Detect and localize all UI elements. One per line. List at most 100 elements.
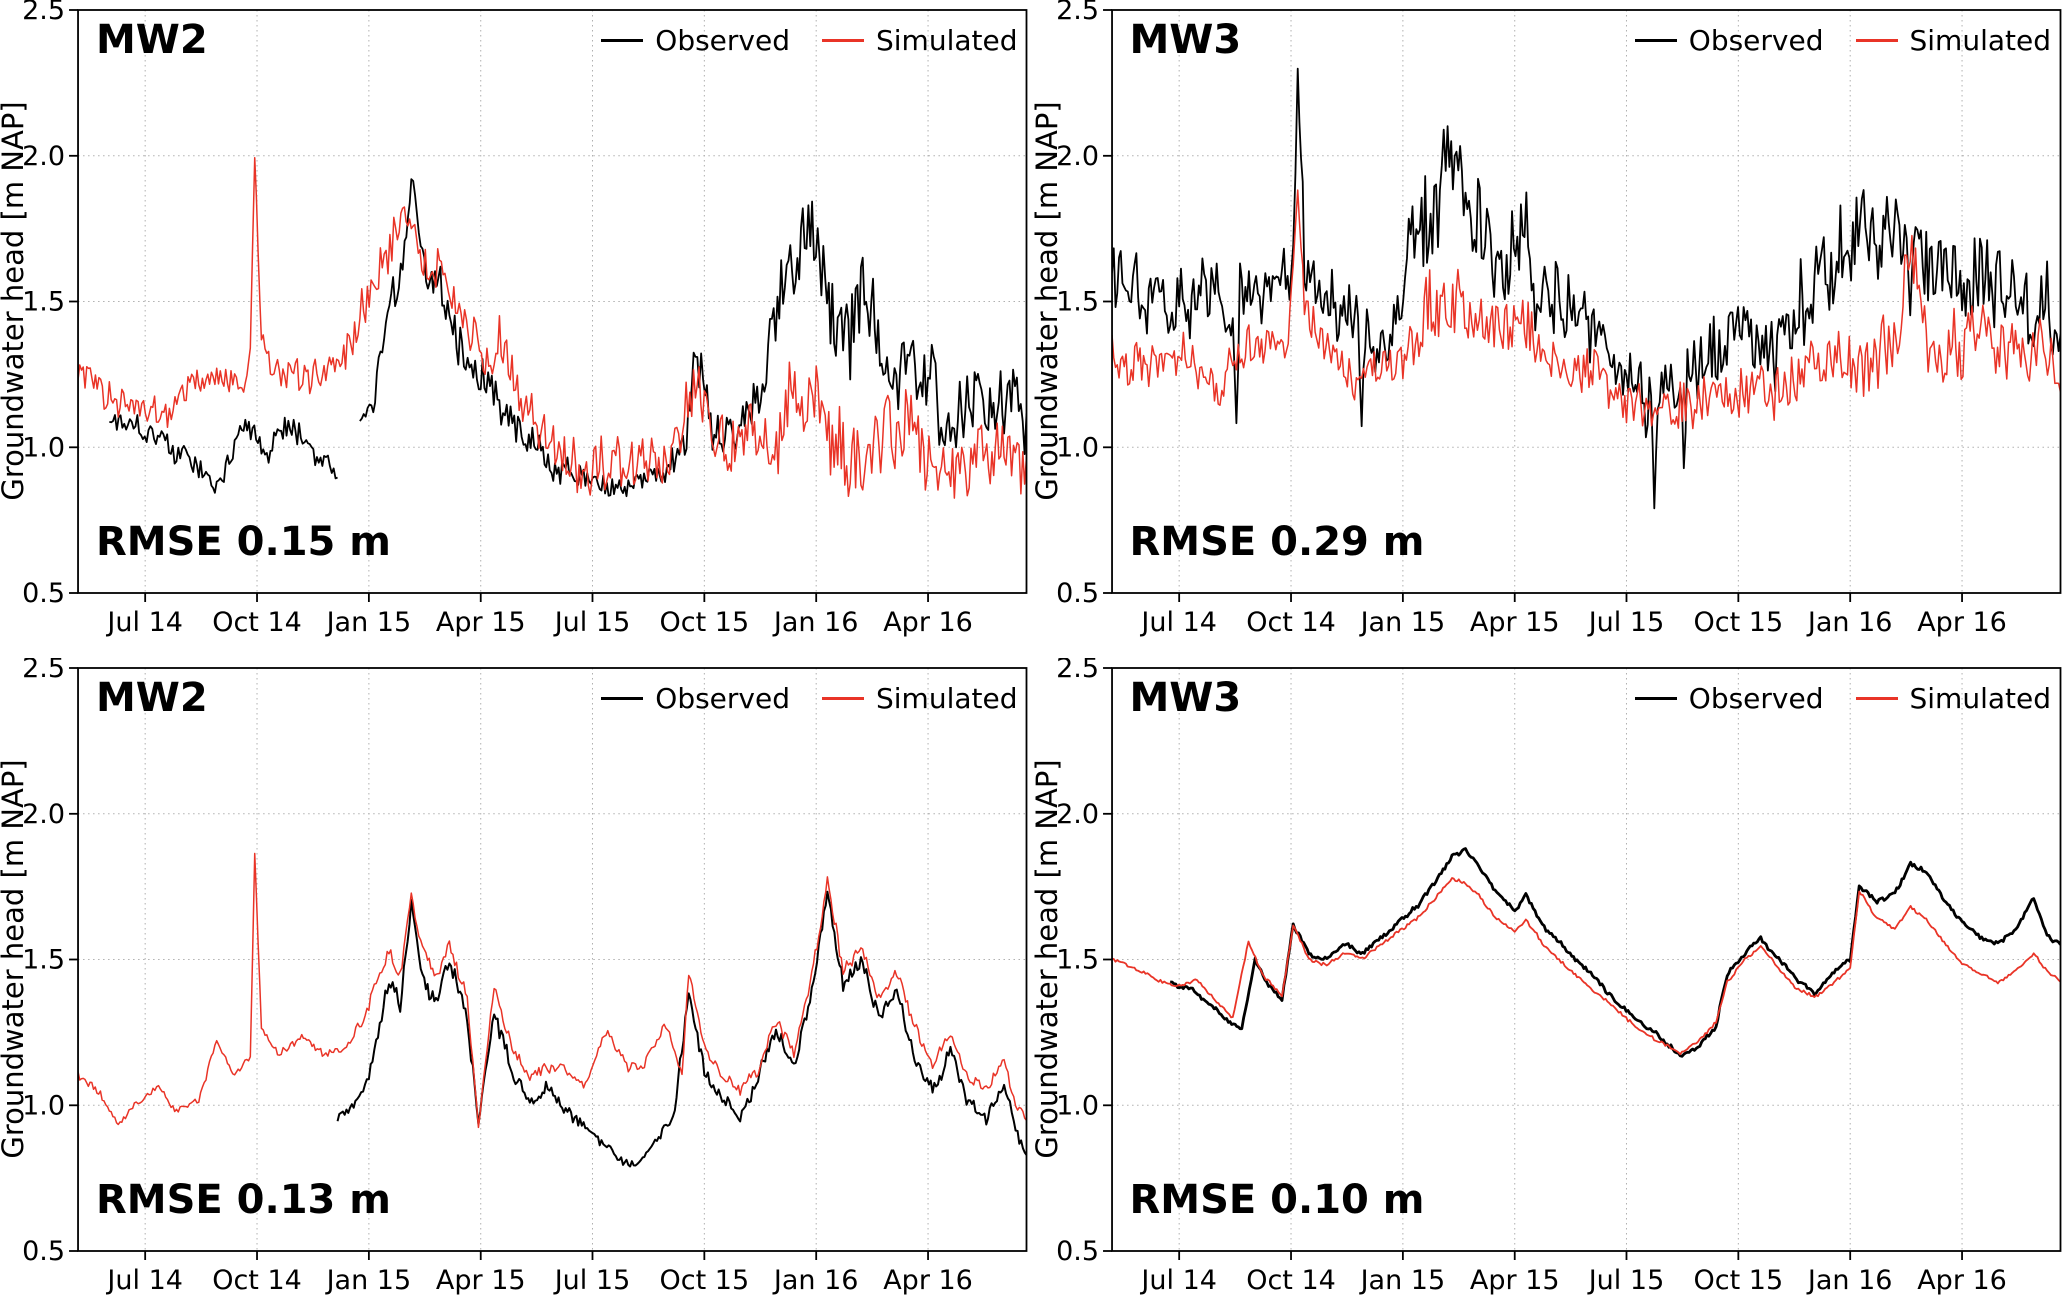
y-axis-label: Groundwater head [m NAP] <box>1033 101 1064 501</box>
x-tick-label: Oct 15 <box>660 607 750 638</box>
x-tick-label: Jul 15 <box>1586 607 1664 638</box>
series-line-simulated <box>78 156 1027 499</box>
simulated-line-swatch <box>822 697 864 700</box>
y-tick-label: 1.0 <box>22 432 65 463</box>
panel-mw2-bottom: Jul 14 Oct 14 Jan 15 Apr 15 Jul 15 Oct 15 Jan … <box>0 658 1034 1316</box>
y-tick-label: 0.5 <box>22 578 65 609</box>
legend-entry-simulated: Simulated <box>1855 24 2052 57</box>
x-tick-label: Oct 14 <box>212 1265 302 1296</box>
y-tick-label: 1.5 <box>22 287 65 318</box>
rmse-label: RMSE 0.29 m <box>1129 519 1425 565</box>
hydrograph-plot-mw2-top: Jul 14 Oct 14 Jan 15 Apr 15 Jul 15 Oct 15 Jan … <box>22 0 1028 638</box>
panel-mw2-top: Jul 14 Oct 14 Jan 15 Apr 15 Jul 15 Oct 15 Jan … <box>0 0 1034 658</box>
y-axis-label: Groundwater head [m NAP] <box>1033 759 1064 1159</box>
y-tick-label: 0.5 <box>1056 578 1099 609</box>
x-tick-label: Jan 16 <box>772 607 859 638</box>
x-tick-label: Oct 14 <box>1246 1265 1336 1296</box>
x-tick-label: Oct 14 <box>212 607 302 638</box>
x-tick-label: Apr 15 <box>1469 607 1559 638</box>
y-tick-label: 2.0 <box>22 799 65 830</box>
series-line-simulated <box>1111 877 2060 1056</box>
observed-line-swatch <box>601 39 644 42</box>
x-tick-label: Jul 14 <box>1139 607 1217 638</box>
x-tick-label: Apr 15 <box>436 607 526 638</box>
legend-entry-simulated: Simulated <box>822 682 1018 715</box>
legend-entry-simulated: Simulated <box>822 24 1018 57</box>
panel-mw3-bottom: Jul 14 Oct 14 Jan 15 Apr 15 Jul 15 Oct 15 Jan … <box>1034 658 2067 1316</box>
series-line-simulated <box>78 852 1027 1129</box>
x-tick-label: Jan 15 <box>325 607 412 638</box>
legend-simulated-label: Simulated <box>876 682 1018 715</box>
observed-line-swatch <box>1634 39 1677 42</box>
x-tick-label: Jul 15 <box>553 607 631 638</box>
x-tick-label: Jul 14 <box>105 607 183 638</box>
legend-entry-observed: Observed <box>1634 682 1824 715</box>
y-tick-label: 2.5 <box>1056 0 1099 26</box>
legend-simulated-label: Simulated <box>1909 682 2052 715</box>
hydrograph-plot-mw2-bottom: Jul 14 Oct 14 Jan 15 Apr 15 Jul 15 Oct 15 Jan … <box>22 658 1028 1296</box>
panel-title: MW3 <box>1129 675 1242 721</box>
series-line-observed <box>109 414 338 494</box>
x-tick-label: Apr 16 <box>1917 607 2007 638</box>
x-tick-label: Jan 15 <box>1358 607 1445 638</box>
panel-title: MW2 <box>96 675 208 721</box>
y-tick-label: 1.0 <box>22 1090 65 1121</box>
legend: Observed Simulated <box>1634 682 2052 715</box>
observed-line-swatch <box>1634 697 1677 700</box>
y-tick-label: 1.5 <box>22 945 65 976</box>
x-tick-label: Jan 16 <box>1805 607 1892 638</box>
legend-observed-label: Observed <box>1688 682 1824 715</box>
y-tick-label: 0.5 <box>22 1236 65 1267</box>
y-tick-label: 2.0 <box>1056 799 1099 830</box>
x-tick-label: Oct 15 <box>1693 1265 1783 1296</box>
y-tick-label: 2.5 <box>22 658 65 684</box>
x-tick-label: Oct 15 <box>660 1265 750 1296</box>
y-tick-label: 1.5 <box>1056 287 1099 318</box>
legend-simulated-label: Simulated <box>1909 24 2052 57</box>
legend-entry-observed: Observed <box>1634 24 1824 57</box>
x-tick-label: Apr 15 <box>1469 1265 1559 1296</box>
series-line-observed <box>336 890 1027 1168</box>
y-axis-label: Groundwater head [m NAP] <box>0 759 30 1159</box>
series-line-observed <box>1169 847 2060 1058</box>
x-tick-label: Apr 16 <box>883 1265 973 1296</box>
x-tick-label: Jan 15 <box>1358 1265 1445 1296</box>
x-tick-label: Jan 16 <box>772 1265 859 1296</box>
observed-line-swatch <box>601 697 644 700</box>
y-tick-label: 2.0 <box>1056 141 1099 172</box>
rmse-label: RMSE 0.13 m <box>96 1177 391 1223</box>
y-tick-label: 1.0 <box>1056 432 1099 463</box>
hydrograph-plot-mw3-top: Jul 14 Oct 14 Jan 15 Apr 15 Jul 15 Oct 15 Jan … <box>1056 0 2061 638</box>
x-tick-label: Oct 14 <box>1246 607 1336 638</box>
x-tick-label: Apr 15 <box>436 1265 526 1296</box>
legend-observed-label: Observed <box>655 24 790 57</box>
legend: Observed Simulated <box>601 682 1018 715</box>
simulated-line-swatch <box>822 39 864 42</box>
rmse-label: RMSE 0.10 m <box>1129 1177 1425 1223</box>
series-line-simulated <box>1111 189 2060 430</box>
y-tick-label: 2.5 <box>22 0 65 26</box>
legend-observed-label: Observed <box>1688 24 1824 57</box>
x-tick-label: Jul 15 <box>553 1265 631 1296</box>
legend: Observed Simulated <box>1634 24 2052 57</box>
y-tick-label: 0.5 <box>1056 1236 1099 1267</box>
y-tick-label: 1.0 <box>1056 1090 1099 1121</box>
y-tick-label: 1.5 <box>1056 945 1099 976</box>
x-tick-label: Apr 16 <box>883 607 973 638</box>
simulated-line-swatch <box>1855 39 1898 42</box>
panel-title: MW2 <box>96 17 208 63</box>
x-tick-label: Jan 15 <box>325 1265 412 1296</box>
legend-simulated-label: Simulated <box>876 24 1018 57</box>
y-tick-label: 2.5 <box>1056 658 1099 684</box>
x-tick-label: Jan 16 <box>1805 1265 1892 1296</box>
rmse-label: RMSE 0.15 m <box>96 519 391 565</box>
series-line-observed <box>1111 67 2060 510</box>
legend-entry-observed: Observed <box>601 24 790 57</box>
y-tick-label: 2.0 <box>22 141 65 172</box>
hydrograph-plot-mw3-bottom: Jul 14 Oct 14 Jan 15 Apr 15 Jul 15 Oct 15 Jan … <box>1056 658 2061 1296</box>
legend-entry-observed: Observed <box>601 682 790 715</box>
series-line-observed <box>359 178 1027 498</box>
x-tick-label: Apr 16 <box>1917 1265 2007 1296</box>
legend-observed-label: Observed <box>655 682 790 715</box>
